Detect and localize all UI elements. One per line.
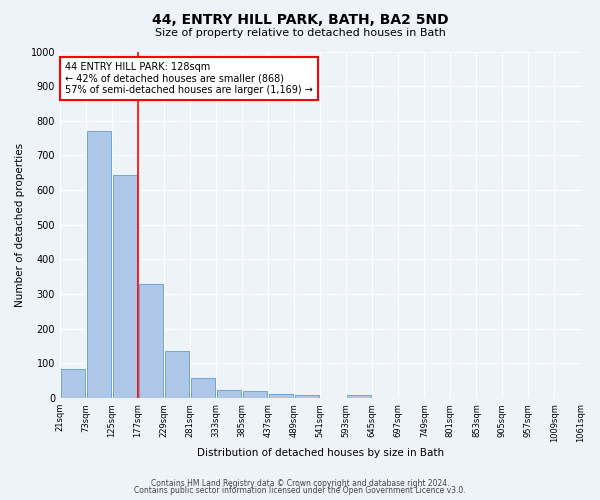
Bar — [61, 368, 85, 398]
Bar — [347, 394, 371, 398]
Bar — [165, 352, 189, 398]
Bar — [269, 394, 293, 398]
Text: Size of property relative to detached houses in Bath: Size of property relative to detached ho… — [155, 28, 445, 38]
Bar — [139, 284, 163, 398]
Y-axis label: Number of detached properties: Number of detached properties — [15, 142, 25, 307]
Bar — [113, 174, 137, 398]
Bar — [191, 378, 215, 398]
Bar — [243, 391, 267, 398]
Text: 44, ENTRY HILL PARK, BATH, BA2 5ND: 44, ENTRY HILL PARK, BATH, BA2 5ND — [152, 12, 448, 26]
Text: Contains HM Land Registry data © Crown copyright and database right 2024.: Contains HM Land Registry data © Crown c… — [151, 478, 449, 488]
X-axis label: Distribution of detached houses by size in Bath: Distribution of detached houses by size … — [197, 448, 444, 458]
Bar — [217, 390, 241, 398]
Text: 44 ENTRY HILL PARK: 128sqm
← 42% of detached houses are smaller (868)
57% of sem: 44 ENTRY HILL PARK: 128sqm ← 42% of deta… — [65, 62, 313, 95]
Bar — [87, 131, 111, 398]
Text: Contains public sector information licensed under the Open Government Licence v3: Contains public sector information licen… — [134, 486, 466, 495]
Bar — [295, 394, 319, 398]
